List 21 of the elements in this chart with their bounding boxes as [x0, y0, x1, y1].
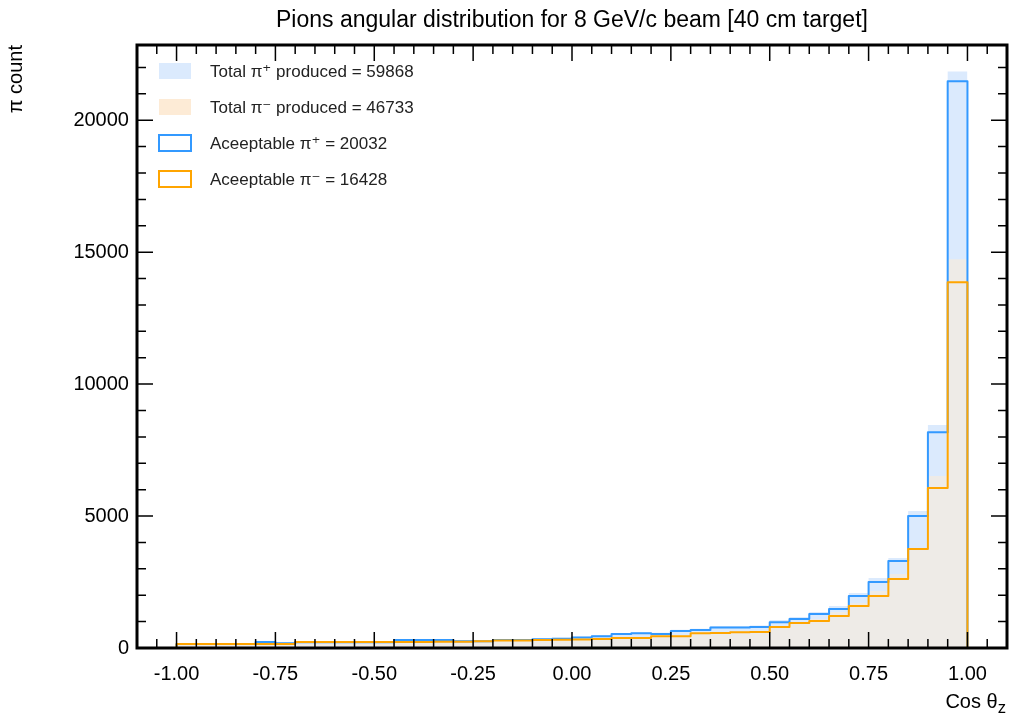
- x-tick-label: -1.00: [153, 661, 200, 684]
- chart-title: Pions angular distribution for 8 GeV/c beam [40 cm target]: [275, 6, 869, 33]
- y-tick-label: 0: [117, 635, 129, 658]
- y-tick-label: 10000: [73, 371, 129, 394]
- x-tick-label: 1.00: [947, 661, 987, 684]
- y-tick-label: 5000: [84, 503, 129, 526]
- legend-label: Total π⁻ produced = 46733: [210, 97, 414, 117]
- x-tick-label: -0.50: [351, 661, 398, 684]
- x-axis-title: Cos θ$_{z}$: [945, 690, 1006, 718]
- y-axis-title: π count: [3, 44, 26, 114]
- x-tick-label: 0.75: [849, 661, 889, 684]
- legend-label: Aceeptable π⁺ = 20032: [210, 133, 388, 153]
- legend-label: Aceeptable π⁻ = 16428: [210, 169, 388, 189]
- x-tick-label: -0.25: [450, 661, 496, 684]
- x-tick-label: 0.25: [651, 661, 691, 684]
- x-tick-label: 0.50: [750, 661, 790, 684]
- x-tick-label: 0.00: [552, 661, 592, 684]
- y-tick-label: 15000: [73, 239, 129, 262]
- x-tick-label: -0.75: [252, 661, 299, 684]
- legend-label: Total π⁺ produced = 59868: [210, 61, 414, 81]
- y-tick-label: 20000: [73, 107, 129, 130]
